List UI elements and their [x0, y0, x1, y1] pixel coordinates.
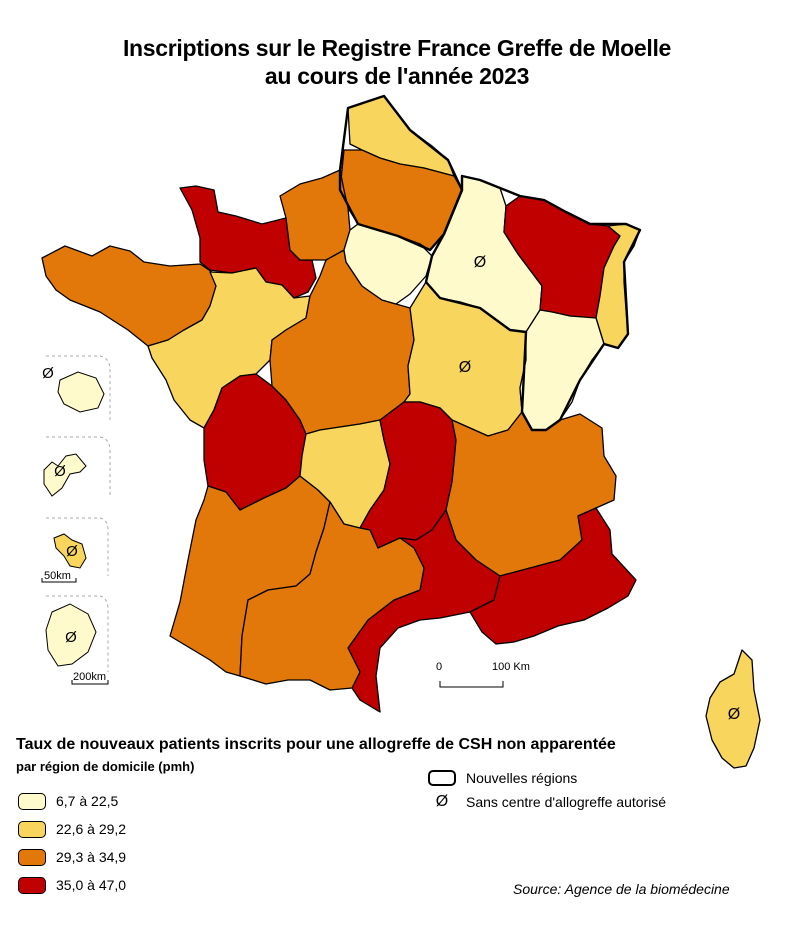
inset-scale-small-label: 50km	[44, 570, 71, 582]
legend-swatch-3	[18, 848, 46, 866]
inset-frame-2	[46, 436, 111, 498]
inset-reunion	[57, 371, 105, 413]
main-scale-label: 100 Km	[492, 661, 530, 673]
no-center-icon-inset-3: Ø	[66, 543, 78, 560]
legend-swatch-2	[18, 820, 46, 838]
no-center-label: Sans centre d'allogreffe autorisé	[466, 794, 667, 810]
no-center-legend-icon: Ø	[435, 793, 449, 810]
inset-frame-3	[46, 517, 109, 576]
new-regions-label: Nouvelles régions	[466, 770, 578, 786]
region-paca	[469, 507, 637, 645]
legend-title: Taux de nouveaux patients inscrits pour …	[16, 736, 616, 753]
source-note: Source: Agence de la biomédecine	[513, 881, 730, 897]
region-franche-comte	[519, 309, 605, 431]
map-title: Inscriptions sur le Registre France Gref…	[0, 34, 794, 90]
legend-item-3: 29,3 à 34,9	[18, 846, 126, 868]
legend-item-1: 6,7 à 22,5	[18, 790, 118, 812]
new-regions-swatch	[428, 770, 456, 786]
outline-hauts-de-france	[338, 94, 464, 252]
legend-swatch-4	[18, 876, 46, 894]
no-center-symbols: Ø Ø Ø	[459, 254, 740, 723]
region-haute-normandie	[279, 169, 351, 261]
no-center-icon-champagne: Ø	[474, 254, 486, 271]
inset-scale-large-label: 200km	[73, 671, 106, 683]
inset-frame-1	[46, 355, 111, 420]
region-normandie	[179, 185, 317, 299]
key-new-regions: Nouvelles régions	[428, 767, 577, 789]
no-center-icon-inset-1: Ø	[42, 365, 54, 382]
legend-item-2: 22,6 à 29,2	[18, 818, 126, 840]
inset-frame-4	[46, 595, 109, 672]
legend-label-3: 29,3 à 34,9	[56, 849, 127, 865]
main-scale-bar	[439, 681, 504, 688]
main-scale-zero: 0	[436, 661, 442, 673]
inset-guyane	[45, 603, 97, 667]
no-center-icon-inset-4: Ø	[65, 629, 77, 646]
legend-label-2: 22,6 à 29,2	[56, 821, 127, 837]
no-center-icon-corse: Ø	[728, 706, 740, 723]
outline-grand-est	[424, 174, 642, 432]
title-line-2: au cours de l'année 2023	[264, 63, 530, 89]
no-center-icon-inset-2: Ø	[54, 463, 66, 480]
inset-guadeloupe	[53, 533, 87, 569]
inset-scale-bar-large	[71, 680, 109, 685]
no-center-icon-bourgogne: Ø	[459, 359, 471, 376]
key-no-center: Ø Sans centre d'allogreffe autorisé	[428, 791, 666, 813]
legend-label-1: 6,7 à 22,5	[56, 793, 119, 809]
legend-item-4: 35,0 à 47,0	[18, 874, 126, 896]
inset-martinique	[43, 453, 87, 497]
legend-label-4: 35,0 à 47,0	[56, 877, 127, 893]
legend-subtitle: par région de domicile (pmh)	[16, 759, 195, 774]
inset-scale-bar-small	[41, 578, 77, 583]
region-corse	[705, 649, 761, 769]
title-line-1: Inscriptions sur le Registre France Gref…	[122, 35, 672, 61]
region-midi-pyrenees	[239, 501, 425, 691]
legend-swatch-1	[18, 792, 46, 810]
